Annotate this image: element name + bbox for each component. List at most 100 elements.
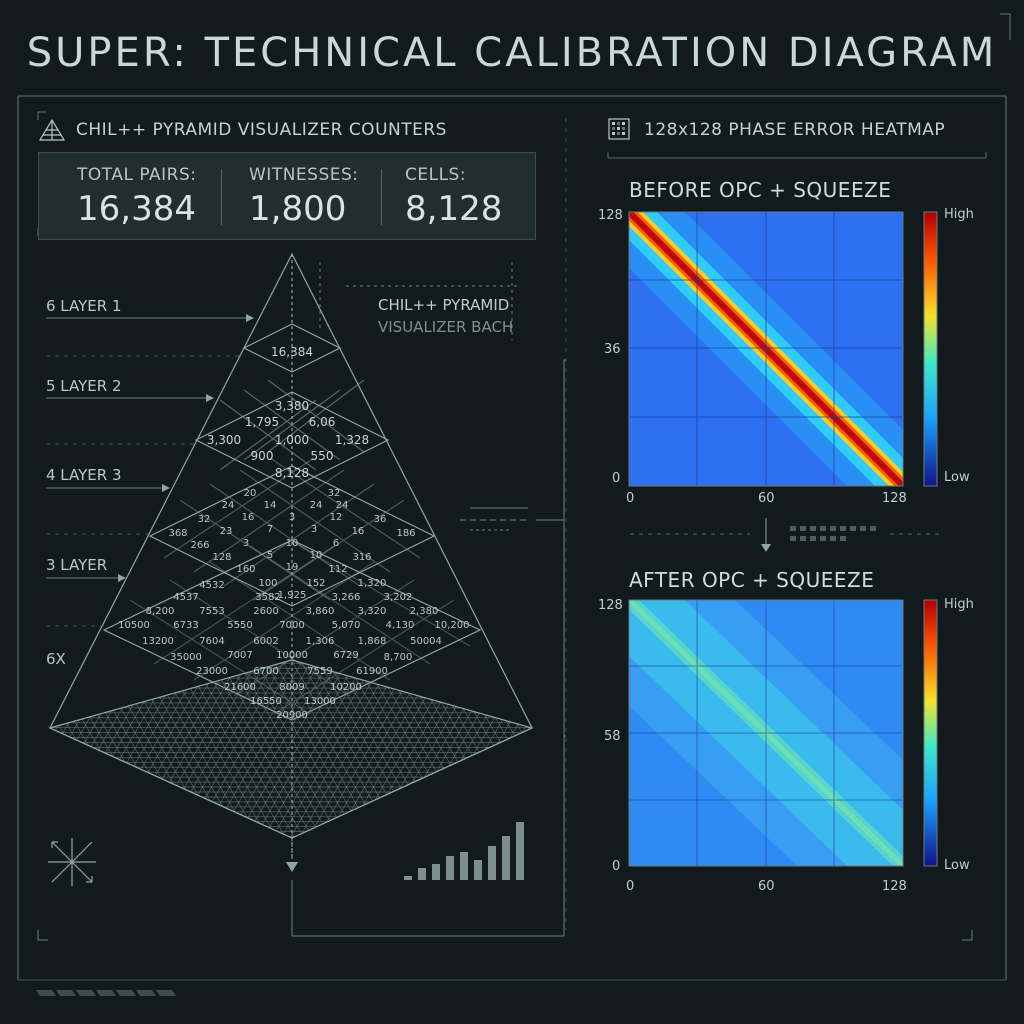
y-tick: 0 [612, 859, 621, 874]
tier-value: 7559 [307, 666, 332, 677]
tier-value: 13200 [142, 636, 174, 647]
tier-value: 10200 [330, 682, 362, 693]
pyramid-diagram: 16,384 3,380 1,795 6,06 3,300 1,000 1,328 900 5… [46, 252, 566, 937]
tier-value: 1,306 [306, 636, 335, 647]
tier-value: 3 [243, 538, 249, 549]
tier-value: 3 [311, 524, 317, 535]
y-tick: 36 [604, 342, 621, 357]
tier-value: 1,868 [358, 636, 387, 647]
tier-value: 7553 [199, 606, 224, 617]
y-tick: 128 [598, 598, 623, 613]
tier-value: 128 [212, 552, 231, 563]
tier-value: 4532 [199, 580, 224, 591]
tier-value: 16 [352, 526, 365, 537]
tier-value: 3,266 [332, 592, 361, 603]
tier-value: 3,320 [358, 606, 387, 617]
tier-value: 23 [220, 526, 233, 537]
x-tick: 0 [626, 491, 635, 506]
tier-value: 10 [310, 550, 323, 561]
tier-value: 7000 [279, 620, 304, 631]
colorbar-low-label: Low [944, 470, 970, 485]
y-tick: 58 [604, 729, 621, 744]
tier-value: 23000 [196, 666, 228, 677]
pyramid-icon [38, 118, 66, 141]
tier-value: 6,06 [309, 415, 336, 429]
heatmap-after-title: AFTER OPC + SQUEEZE [629, 568, 875, 592]
tier-value: 4,130 [386, 620, 415, 631]
tier-value: 61900 [356, 666, 388, 677]
tier-value: 3582 [255, 592, 280, 603]
tier-value: 2,380 [410, 606, 439, 617]
tier-value: 8,128 [275, 466, 309, 480]
counter-cells: CELLS: 8,128 [405, 165, 502, 229]
tier-value: 24 [310, 500, 323, 511]
counter-witnesses: WITNESSES: 1,800 [249, 165, 359, 229]
tier-value: 7604 [199, 636, 224, 647]
counter-value: 1,800 [249, 189, 347, 229]
left-panel-heading: CHIL++ PYRAMID VISUALIZER COUNTERS [76, 120, 447, 140]
colorbar-low-label: Low [944, 858, 970, 873]
tier-value: 21600 [224, 682, 256, 693]
tier-value: 13000 [304, 696, 336, 707]
tier-value: 266 [190, 540, 209, 551]
tier-value: 1,320 [358, 578, 387, 589]
counter-value: 16,384 [77, 189, 196, 229]
tier-value: 900 [251, 449, 274, 463]
x-tick: 128 [882, 879, 907, 894]
tier-value: 6700 [253, 666, 278, 677]
layer-label-2: 5 LAYER 2 [46, 377, 122, 395]
tier-value: 10500 [118, 620, 150, 631]
tier-value: 7007 [227, 650, 252, 661]
signal-bars-icon [404, 822, 524, 880]
tier-value: 5,070 [332, 620, 361, 631]
tier-value: 368 [168, 528, 187, 539]
layer-label-5: 6X [46, 650, 66, 668]
tier-value: 32 [198, 514, 211, 525]
tier-value: 3,300 [207, 433, 241, 447]
pyramid-overlay-title: CHIL++ PYRAMID [378, 296, 510, 314]
tier-value: 1,795 [245, 415, 279, 429]
tier-value: 16 [242, 512, 255, 523]
tier-value: 35000 [170, 652, 202, 663]
tier-value: 6729 [333, 650, 358, 661]
tier-value: 1,328 [335, 433, 369, 447]
pyramid-overlay-subtitle: VISUALIZER BACH [378, 318, 514, 336]
apex-value: 16,384 [271, 345, 313, 359]
tier-value: 36 [374, 514, 387, 525]
colorbar-high-label: High [944, 597, 974, 612]
colorbar-high-label: High [944, 207, 974, 222]
tier-value: 8,700 [384, 652, 413, 663]
tier-value: 7 [267, 524, 273, 535]
tier-value: 24 [336, 500, 349, 511]
pyramid-base-grid [48, 659, 534, 862]
tier-value: 20 [244, 488, 257, 499]
tier-value: 100 [258, 578, 277, 589]
tier-value: 5550 [227, 620, 252, 631]
layer-label-1: 6 LAYER 1 [46, 297, 122, 315]
counter-label: TOTAL PAIRS: [77, 165, 197, 185]
tier-value: 3,860 [306, 606, 335, 617]
expand-icon[interactable] [48, 838, 96, 886]
y-tick: 128 [598, 208, 623, 223]
tier-value: 5 [267, 550, 273, 561]
tier-value: 10,200 [435, 620, 470, 631]
tier-value: 12 [330, 512, 343, 523]
x-tick: 60 [758, 879, 775, 894]
heatmap-before [628, 211, 938, 487]
counter-divider [381, 169, 382, 225]
tier-5-values: 23000 6700 7559 61900 21600 8009 10200 16550 130… [196, 666, 388, 721]
tier-value: 316 [352, 552, 371, 563]
x-tick: 60 [758, 491, 775, 506]
tier-value: 6002 [253, 636, 278, 647]
pyramid-guides [46, 262, 566, 937]
tier-value: 20900 [276, 710, 308, 721]
right-panel-heading: 128x128 PHASE ERROR HEATMAP [644, 120, 946, 140]
tier-value: 14 [264, 500, 277, 511]
tier-value: 550 [311, 449, 334, 463]
tier-value: 32 [328, 488, 341, 499]
layer-label-3: 4 LAYER 3 [46, 466, 122, 484]
